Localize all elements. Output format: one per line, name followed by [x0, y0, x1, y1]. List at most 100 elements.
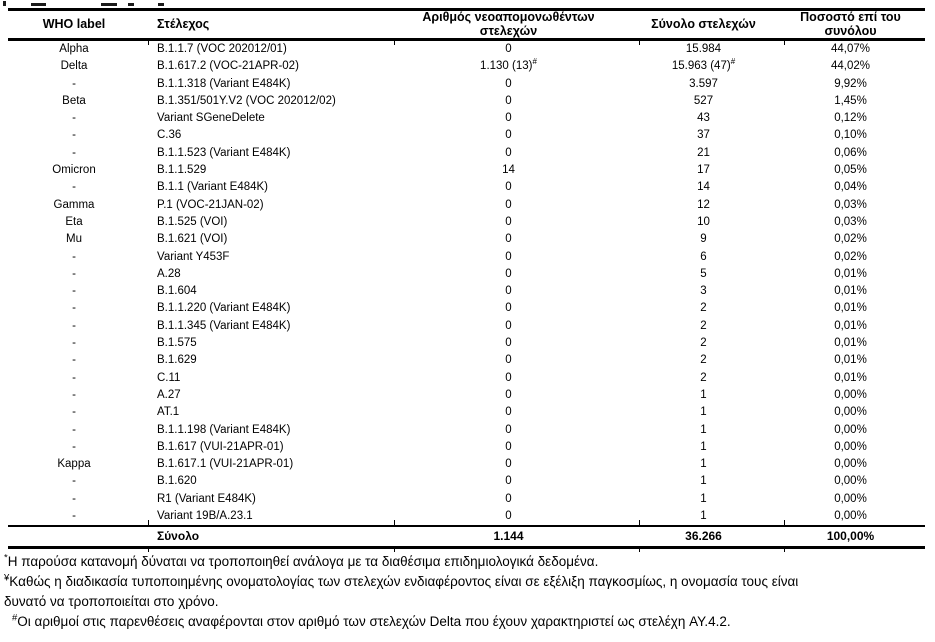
cell-new-isolates-value: 1.130 (13): [480, 60, 533, 73]
cell-who-label: -: [72, 267, 76, 280]
cell-who-label: Gamma: [53, 198, 95, 211]
cell-total-strains: 17: [631, 162, 776, 179]
cell-strain: C.11: [157, 371, 181, 384]
cell-new-isolates-value: 0: [505, 215, 512, 228]
table-row: - B.1.1.318 (Variant E484K) 0 3.597 9,92…: [8, 76, 925, 93]
table-row: Gamma P.1 (VOC-21JAN-02) 0 12 0,03%: [8, 197, 925, 214]
cell-new-isolates: 0: [386, 473, 631, 490]
footnotes: *Η παρούσα κατανομή δύναται να τροποποιη…: [4, 552, 932, 632]
table-row: - Variant SGeneDelete 0 43 0,12%: [8, 110, 925, 127]
cell-new-isolates-value: 0: [505, 198, 512, 211]
col-header-percent-of-total: Ποσοστό επί του συνόλου: [776, 9, 925, 41]
cell-total-strains: 1: [631, 508, 776, 526]
cell-new-isolates: 0: [386, 231, 631, 248]
cell-who-label: -: [72, 129, 76, 142]
cell-new-isolates-value: 0: [505, 423, 512, 436]
cell-total-strains: 1: [631, 422, 776, 439]
table-row: - B.1.617 (VUI-21APR-01) 0 1 0,00%: [8, 439, 925, 456]
cell-strain: B.1.351/501Y.V2 (VOC 202012/02): [157, 94, 336, 107]
footnote: ¥Καθώς η διαδικασία τυποποιημένης ονοματ…: [4, 572, 932, 612]
footnote-text: Οι αριθμοί στις παρενθέσεις αναφέρονται …: [17, 614, 731, 629]
column-tick: [639, 520, 640, 525]
table-row: - B.1.604 0 3 0,01%: [8, 283, 925, 300]
cell-new-isolates: 0: [386, 127, 631, 144]
cell-percent: 0,00%: [834, 423, 867, 436]
cell-total-strains: 12: [631, 197, 776, 214]
footnote-marker-hash: #: [730, 57, 736, 67]
cell-who-label: -: [72, 510, 76, 523]
cell-who-label: Eta: [65, 215, 83, 228]
cell-who-label: -: [72, 112, 76, 125]
clipped-caption-fragment: [0, 0, 300, 7]
col-header-total-strains: Σύνολο στελεχών: [631, 9, 776, 41]
column-tick: [148, 41, 149, 45]
cell-new-isolates-value: 0: [505, 94, 512, 107]
cell-total-strains: 37: [631, 127, 776, 144]
cell-new-isolates-value: 0: [505, 112, 512, 125]
cell-strain: Variant 19B/A.23.1: [157, 510, 253, 523]
table-row: - B.1.620 0 1 0,00%: [8, 473, 925, 490]
cell-strain: A.27: [157, 388, 181, 401]
table-row: - Variant Y453F 0 6 0,02%: [8, 249, 925, 266]
cell-percent: 0,00%: [834, 458, 867, 471]
cell-new-isolates: 0: [386, 318, 631, 335]
cell-total-strains: 1: [631, 404, 776, 421]
cell-total-strains: 1: [631, 491, 776, 508]
cell-strain: B.1.1.7 (VOC 202012/01): [157, 43, 287, 55]
cell-total-strains-value: 1: [700, 388, 707, 401]
table-row: - B.1.1.198 (Variant E484K) 0 1 0,00%: [8, 422, 925, 439]
column-tick: [639, 548, 640, 552]
cell-strain: B.1.1.198 (Variant E484K): [157, 423, 291, 436]
column-tick: [784, 41, 785, 45]
cell-total-strains: 1: [631, 387, 776, 404]
column-tick: [394, 520, 395, 525]
cell-who-label: -: [72, 285, 76, 298]
cell-total-strains-value: 1: [700, 423, 707, 436]
cell-total-strains: 15.963 (47)#: [631, 58, 776, 75]
cell-strain: B.1.620: [157, 475, 197, 488]
cell-new-isolates: 0: [386, 508, 631, 526]
cell-strain: B.1.1.529: [157, 164, 207, 177]
cell-new-isolates: 0: [386, 266, 631, 283]
cell-percent: 0,00%: [834, 475, 867, 488]
cell-new-isolates-value: 0: [505, 285, 512, 298]
cell-total-strains: 1: [631, 456, 776, 473]
cell-percent: 0,10%: [834, 129, 867, 142]
table-row: - B.1.1 (Variant E484K) 0 14 0,04%: [8, 179, 925, 196]
cell-new-isolates-value: 0: [505, 267, 512, 280]
cell-total-strains: 3: [631, 283, 776, 300]
cell-new-isolates-value: 0: [505, 233, 512, 246]
cell-who-label: Mu: [66, 233, 82, 246]
column-tick: [784, 548, 785, 552]
cell-total-strains: 2: [631, 335, 776, 352]
caption-fragment: [3, 1, 6, 6]
table-row: Kappa B.1.617.1 (VUI-21APR-01) 0 1 0,00%: [8, 456, 925, 473]
cell-total-strains-value: 2: [700, 354, 707, 367]
cell-new-isolates-value: 0: [505, 129, 512, 142]
cell-strain: B.1.1.318 (Variant E484K): [157, 77, 291, 90]
cell-new-isolates-value: 0: [505, 458, 512, 471]
cell-total-strains: 527: [631, 93, 776, 110]
cell-new-isolates: 0: [386, 249, 631, 266]
cell-new-isolates: 0: [386, 93, 631, 110]
cell-new-isolates: 0: [386, 283, 631, 300]
cell-who-label: -: [72, 371, 76, 384]
cell-total-strains: 43: [631, 110, 776, 127]
cell-new-isolates-value: 0: [505, 319, 512, 332]
cell-new-isolates-value: 0: [505, 510, 512, 523]
cell-strain: B.1.617 (VUI-21APR-01): [157, 440, 284, 453]
cell-total-strains-value: 6: [700, 250, 707, 263]
cell-new-isolates-value: 0: [505, 77, 512, 90]
cell-strain: Variant Y453F: [157, 250, 230, 263]
cell-who-label: -: [72, 354, 76, 367]
cell-who-label: -: [72, 77, 76, 90]
cell-total-strains-value: 2: [700, 319, 707, 332]
cell-new-isolates: 0: [386, 439, 631, 456]
cell-new-isolates-value: 0: [505, 43, 512, 55]
col-header-strain: Στέλεχος: [140, 9, 386, 41]
cell-strain: Variant SGeneDelete: [157, 112, 265, 125]
cell-total-strains-value: 17: [697, 164, 710, 177]
cell-total-strains-value: 14: [697, 181, 710, 194]
cell-strain: B.1.1.345 (Variant E484K): [157, 319, 291, 332]
cell-new-isolates-value: 0: [505, 440, 512, 453]
